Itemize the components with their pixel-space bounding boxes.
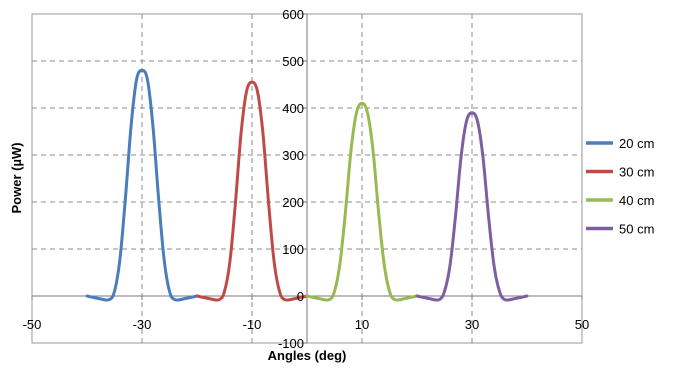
y-tick-label: 200 xyxy=(282,195,304,210)
y-tick-label: -100 xyxy=(278,336,304,351)
y-tick-label: 500 xyxy=(282,54,304,69)
legend-label-50-cm: 50 cm xyxy=(619,222,654,237)
y-tick-label: 400 xyxy=(282,101,304,116)
x-tick-label: 10 xyxy=(355,317,369,332)
y-tick-label: 300 xyxy=(282,148,304,163)
series-line-40-cm xyxy=(305,101,419,302)
y-tick-label: 100 xyxy=(282,242,304,257)
series-line-20-cm xyxy=(85,68,199,302)
legend: 20 cm 30 cm 40 cm 50 cm xyxy=(586,136,654,237)
y-tick-label: 0 xyxy=(297,289,304,304)
legend-label-30-cm: 30 cm xyxy=(619,165,654,180)
series-line-30-cm xyxy=(195,80,309,302)
x-tick-label: -30 xyxy=(133,317,152,332)
x-tick-label: -10 xyxy=(243,317,262,332)
tick-labels: -100 0 100 200 300 400 500 600 -50 -30 -10 10 30 50 xyxy=(23,7,590,351)
x-tick-label: 50 xyxy=(575,317,589,332)
x-tick-label: -50 xyxy=(23,317,42,332)
series-group xyxy=(85,68,529,302)
x-tick-label: 30 xyxy=(465,317,479,332)
x-axis-title: Angles (deg) xyxy=(268,348,347,363)
legend-label-20-cm: 20 cm xyxy=(619,136,654,151)
y-tick-label: 600 xyxy=(282,7,304,22)
series-line-50-cm xyxy=(415,111,529,302)
legend-label-40-cm: 40 cm xyxy=(619,193,654,208)
y-axis-title: Power (µW) xyxy=(9,142,24,213)
